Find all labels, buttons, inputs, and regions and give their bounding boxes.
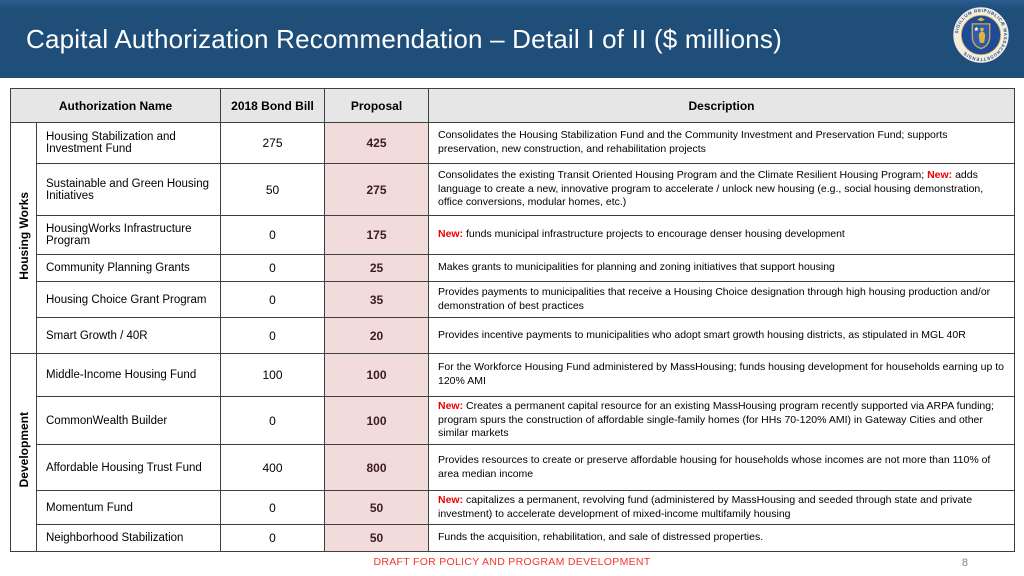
- bond-bill-cell: 0: [220, 281, 325, 318]
- bond-bill-cell: 100: [220, 353, 325, 397]
- authorization-name-cell: Middle-Income Housing Fund: [36, 353, 221, 397]
- description-cell: Provides payments to municipalities that…: [428, 281, 1015, 318]
- bond-bill-cell: 0: [220, 215, 325, 255]
- description-cell: New: capitalizes a permanent, revolving …: [428, 489, 1015, 526]
- table-header-row: Authorization Name 2018 Bond Bill Propos…: [10, 88, 1015, 123]
- page-title: Capital Authorization Recommendation – D…: [26, 23, 782, 54]
- table-row: Community Planning Grants 0 25 Makes gra…: [11, 254, 1015, 282]
- description-cell: For the Workforce Housing Fund administe…: [428, 353, 1015, 397]
- authorization-name-cell: Sustainable and Green Housing Initiative…: [36, 163, 221, 216]
- table-row: Affordable Housing Trust Fund 400 800 Pr…: [11, 444, 1015, 491]
- table-row: Development Middle-Income Housing Fund 1…: [10, 352, 1015, 553]
- col-header-bond-bill: 2018 Bond Bill: [220, 88, 325, 123]
- col-header-authorization-name: Authorization Name: [10, 88, 221, 123]
- table-row: Neighborhood Stabilization 0 50 Funds th…: [11, 524, 1015, 553]
- description-cell: Provides resources to create or preserve…: [428, 444, 1015, 491]
- slide-title-bar: Capital Authorization Recommendation – D…: [0, 0, 1024, 78]
- seal-figure-body: [978, 31, 986, 43]
- table-row: Sustainable and Green Housing Initiative…: [11, 163, 1015, 216]
- new-flag: New:: [438, 494, 464, 506]
- seal-crest: [977, 17, 985, 22]
- bond-bill-cell: 0: [220, 254, 325, 282]
- seal-figure-head: [980, 27, 984, 32]
- authorization-name-cell: Housing Choice Grant Program: [36, 281, 221, 318]
- table-row: CommonWealth Builder 0 100 New: Creates …: [11, 396, 1015, 445]
- authorization-name-cell: Affordable Housing Trust Fund: [36, 444, 221, 491]
- authorization-name-cell: CommonWealth Builder: [36, 396, 221, 445]
- bond-bill-cell: 0: [220, 317, 325, 354]
- authorization-table: Authorization Name 2018 Bond Bill Propos…: [10, 88, 1015, 553]
- description-cell: Provides incentive payments to municipal…: [428, 317, 1015, 354]
- bond-bill-cell: 275: [220, 122, 325, 164]
- proposal-cell: 100: [324, 353, 429, 397]
- authorization-name-cell: Housing Stabilization and Investment Fun…: [36, 122, 221, 164]
- description-cell: Makes grants to municipalities for plann…: [428, 254, 1015, 282]
- proposal-cell: 50: [324, 524, 429, 553]
- bond-bill-cell: 50: [220, 163, 325, 216]
- description-cell: Consolidates the existing Transit Orient…: [428, 163, 1015, 216]
- proposal-cell: 25: [324, 254, 429, 282]
- table-row: Housing Works Housing Stabilization and …: [10, 122, 1015, 354]
- proposal-cell: 50: [324, 489, 429, 526]
- row-group-housing-works: Housing Works: [10, 122, 37, 354]
- description-cell: Consolidates the Housing Stabilization F…: [428, 122, 1015, 164]
- row-group-development: Development: [10, 352, 37, 553]
- description-cell: Funds the acquisition, rehabilitation, a…: [428, 524, 1015, 553]
- bond-bill-cell: 0: [220, 396, 325, 445]
- description-cell: New: funds municipal infrastructure proj…: [428, 215, 1015, 255]
- col-header-proposal: Proposal: [324, 88, 429, 123]
- proposal-cell: 425: [324, 122, 429, 164]
- page-number: 8: [961, 557, 968, 569]
- massachusetts-state-seal-logo: SIGILLUM REIPUBLICÆ MASSACHUSETTENSIS: [952, 6, 1010, 64]
- proposal-cell: 20: [324, 317, 429, 354]
- bond-bill-cell: 0: [220, 489, 325, 526]
- description-cell: New: Creates a permanent capital resourc…: [428, 396, 1015, 445]
- authorization-name-cell: Community Planning Grants: [36, 254, 221, 282]
- seal-star: [974, 26, 979, 31]
- table-row: Momentum Fund 0 50 New: capitalizes a pe…: [11, 489, 1015, 526]
- proposal-cell: 800: [324, 444, 429, 491]
- proposal-cell: 175: [324, 215, 429, 255]
- col-header-description: Description: [428, 88, 1015, 123]
- table-row: Housing Choice Grant Program 0 35 Provid…: [11, 281, 1015, 318]
- table-row: Smart Growth / 40R 0 20 Provides incenti…: [11, 317, 1015, 354]
- bond-bill-cell: 400: [220, 444, 325, 491]
- bond-bill-cell: 0: [220, 524, 325, 553]
- authorization-name-cell: Momentum Fund: [36, 489, 221, 526]
- new-flag: New:: [438, 400, 464, 413]
- new-flag: New:: [438, 228, 464, 241]
- draft-disclaimer: DRAFT FOR POLICY AND PROGRAM DEVELOPMENT: [373, 556, 651, 568]
- table-row: HousingWorks Infrastructure Program 0 17…: [11, 215, 1015, 255]
- authorization-name-cell: Neighborhood Stabilization: [36, 524, 221, 553]
- proposal-cell: 35: [324, 281, 429, 318]
- new-flag: New:: [927, 169, 953, 182]
- authorization-name-cell: Smart Growth / 40R: [36, 317, 221, 354]
- proposal-cell: 100: [324, 396, 429, 445]
- authorization-name-cell: HousingWorks Infrastructure Program: [36, 215, 221, 255]
- proposal-cell: 275: [324, 163, 429, 216]
